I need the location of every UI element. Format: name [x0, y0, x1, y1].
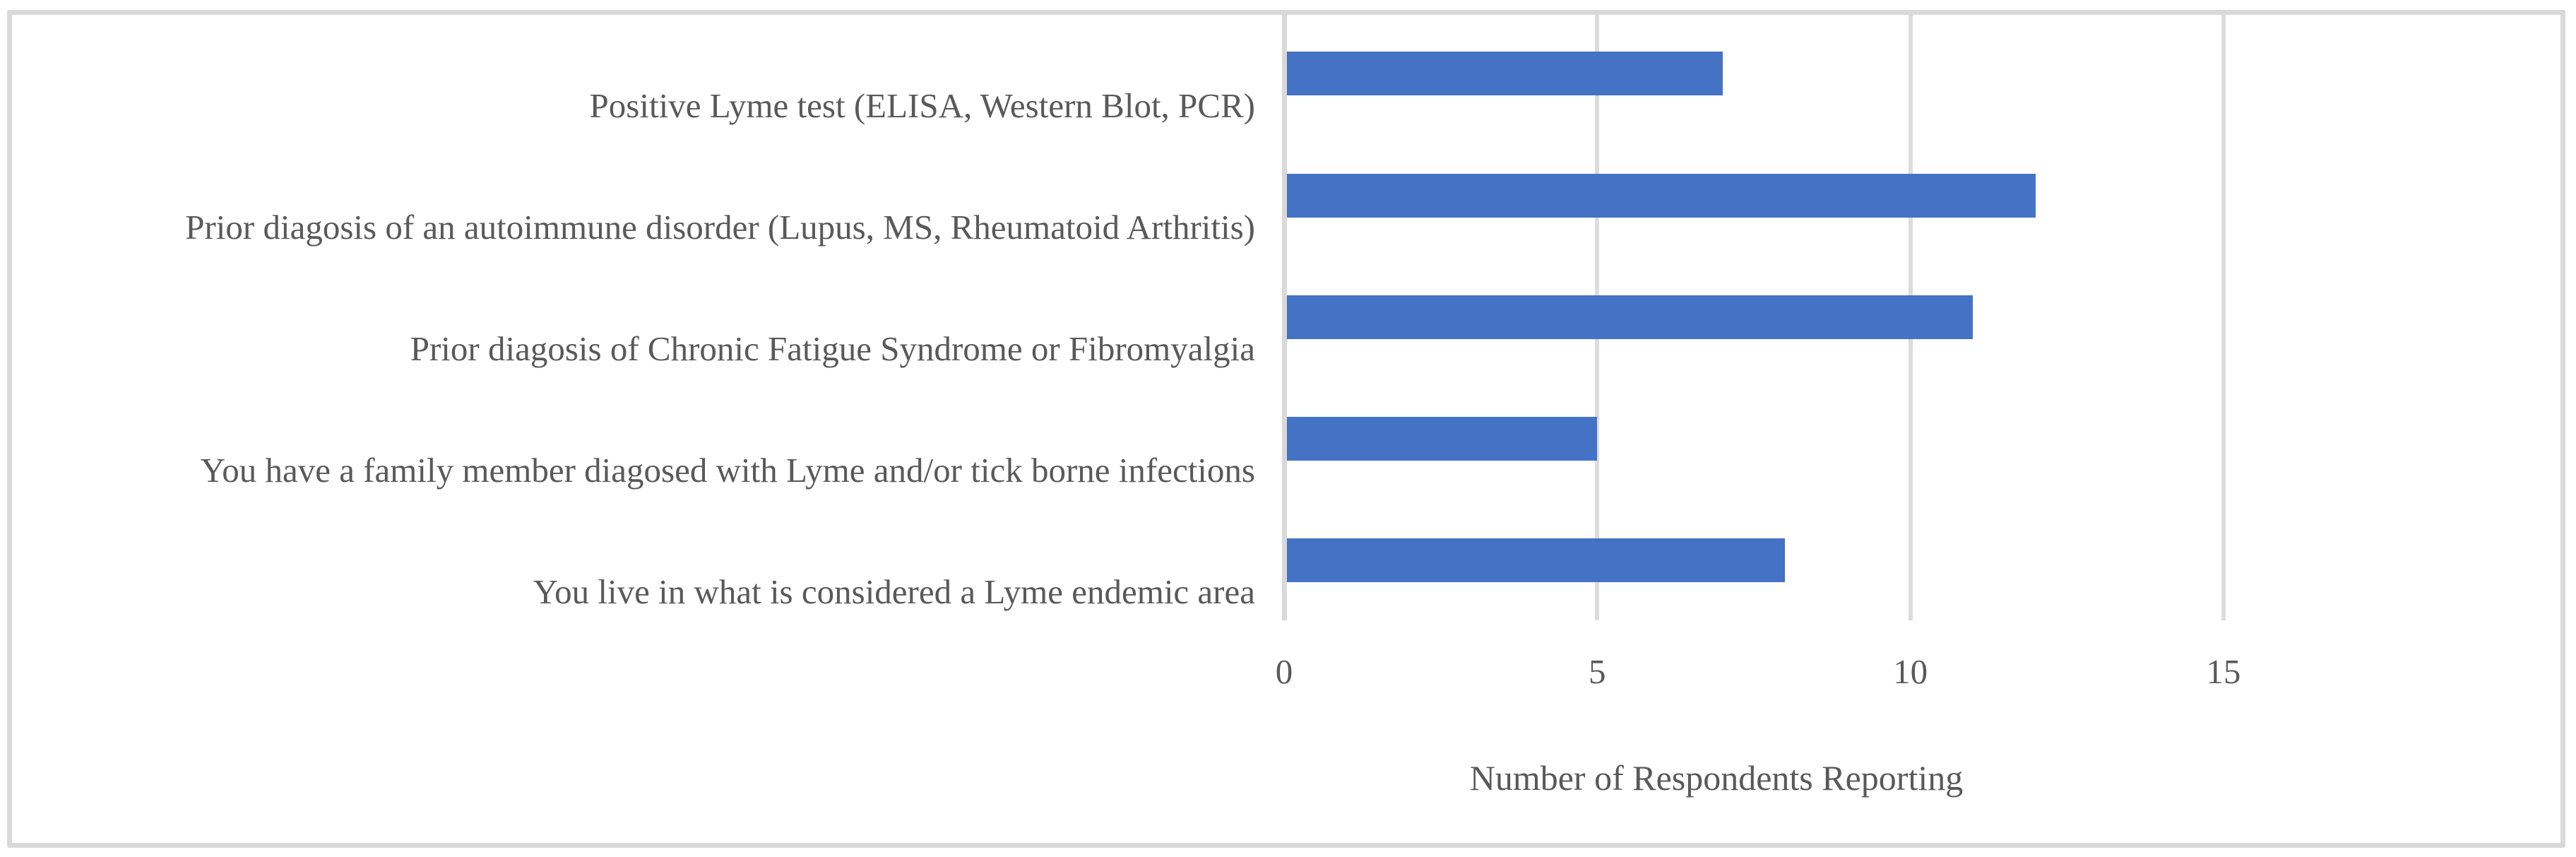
category-label: Prior diagosis of Chronic Fatigue Syndro…: [410, 329, 1255, 368]
category-label: You live in what is considered a Lyme en…: [533, 572, 1255, 611]
bar: [1287, 538, 1785, 582]
category-label: Positive Lyme test (ELISA, Western Blot,…: [589, 86, 1255, 125]
x-axis-title: Number of Respondents Reporting: [1469, 758, 1964, 798]
x-tick-label: 10: [1893, 652, 1928, 691]
bar: [1287, 52, 1723, 95]
y-axis-line: [1282, 15, 1287, 620]
category-label: You have a family member diagosed with L…: [200, 451, 1255, 490]
x-tick-label: 0: [1275, 652, 1293, 691]
chart-border: [7, 10, 2565, 848]
x-tick-label: 5: [1589, 652, 1606, 691]
bar: [1287, 295, 1973, 339]
bar: [1287, 174, 2036, 218]
category-label: Prior diagosis of an autoimmune disorder…: [185, 208, 1255, 247]
x-tick-label: 15: [2206, 652, 2241, 691]
bar: [1287, 417, 1597, 461]
gridline: [2221, 15, 2226, 620]
